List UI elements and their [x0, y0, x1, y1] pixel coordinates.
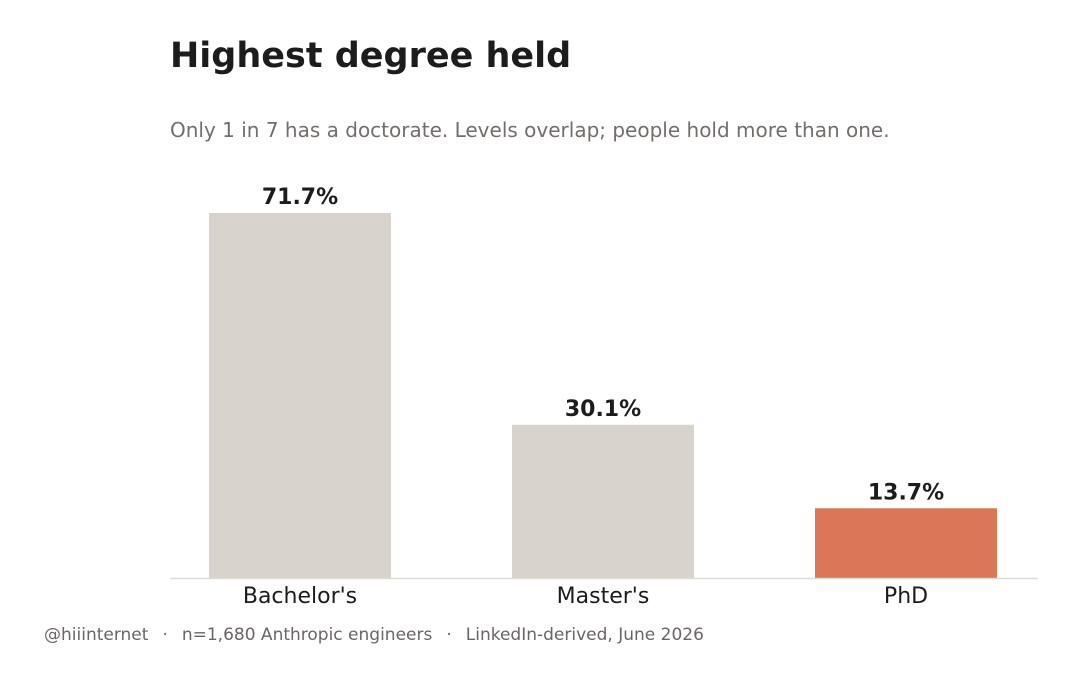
chart-subtitle: Only 1 in 7 has a doctorate. Levels over… — [170, 118, 890, 142]
bar-bachelor-s — [209, 213, 391, 578]
footer-handle: @hiiinternet — [44, 625, 149, 645]
category-label-master-s: Master's — [557, 584, 650, 609]
category-label-phd: PhD — [884, 584, 928, 609]
category-label-bachelor-s: Bachelor's — [243, 584, 357, 609]
value-label-master-s: 30.1% — [565, 397, 641, 422]
value-label-phd: 13.7% — [868, 480, 944, 505]
footer-sample: n=1,680 Anthropic engineers — [181, 625, 433, 645]
footer-source: LinkedIn-derived, June 2026 — [465, 625, 704, 645]
value-label-bachelor-s: 71.7% — [262, 185, 338, 210]
footer-separator: · — [446, 625, 452, 645]
bar-phd — [815, 508, 997, 578]
chart-title: Highest degree held — [170, 36, 572, 76]
bar-master-s — [512, 424, 694, 578]
footer: @hiiinternet · n=1,680 Anthropic engineers… — [44, 625, 704, 645]
footer-separator: · — [162, 625, 168, 645]
